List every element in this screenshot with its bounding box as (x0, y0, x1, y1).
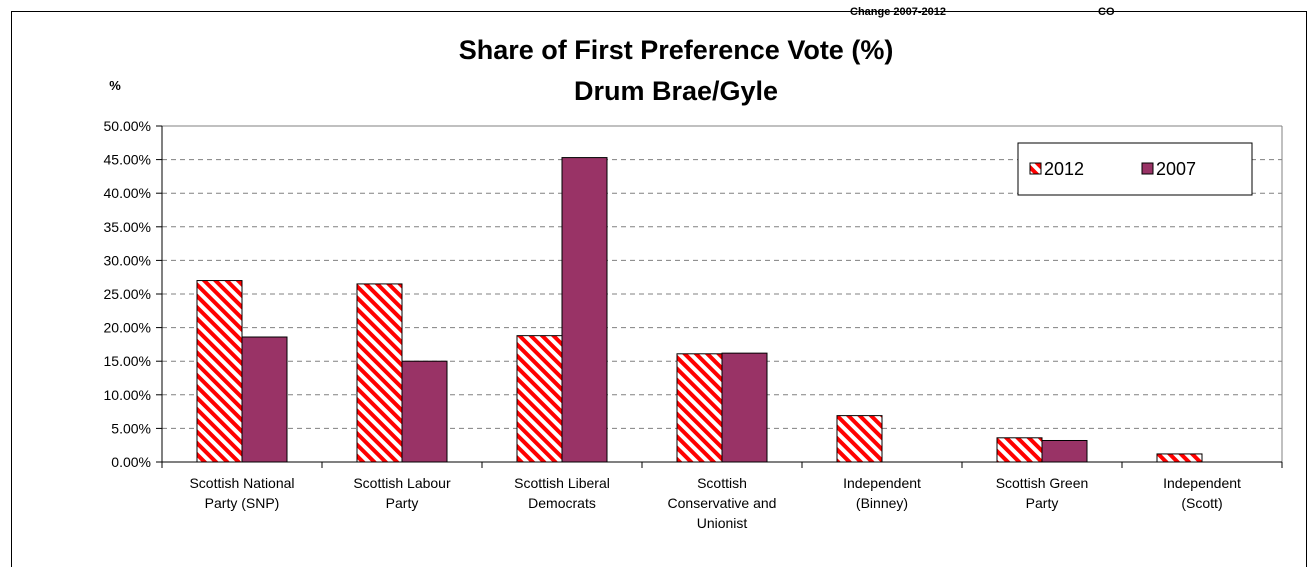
category-label: Scottish Labour Party (353, 475, 451, 511)
category-label-line: Independent (1163, 475, 1241, 491)
top-note: Change 2007-2012 CO (850, 6, 1115, 18)
category-label: Scottish National Party (SNP) (189, 475, 294, 511)
bar-2012 (1156, 453, 1203, 463)
y-tick-label: 30.00% (104, 252, 151, 268)
y-tick-labels: 0.00% 5.00% 10.00% 15.00% 20.00% 25.00% 30.00%… (104, 118, 151, 470)
category-label-line: Scottish Liberal (514, 475, 610, 491)
category-label: Scottish Liberal Democrats (514, 475, 610, 511)
bar-2012 (996, 437, 1043, 463)
category-label-line: Conservative and (668, 495, 777, 511)
category-label-line: Unionist (697, 515, 748, 531)
category-label-line: Scottish National (189, 475, 294, 491)
bar-2012 (196, 280, 243, 463)
y-tick-label: 0.00% (111, 454, 151, 470)
chart-title: Share of First Preference Vote (%) (459, 35, 894, 65)
category-label-line: (Binney) (856, 495, 908, 511)
bar-2007 (1041, 439, 1088, 463)
category-label: Scottish Green Party (996, 475, 1089, 511)
chart-subtitle: Drum Brae/Gyle (574, 76, 778, 106)
category-label-line: Democrats (528, 495, 596, 511)
category-label-line: Party (1026, 495, 1059, 511)
legend-label-2012: 2012 (1044, 159, 1084, 179)
bars (196, 157, 1203, 463)
bar-2007 (241, 336, 288, 463)
y-tick-label: 20.00% (104, 320, 151, 336)
y-tick-label: 5.00% (111, 420, 151, 436)
y-tick-label: 40.00% (104, 185, 151, 201)
bar-2012 (516, 335, 563, 463)
y-tick-label: 45.00% (104, 152, 151, 168)
legend: 2012 2007 (1017, 142, 1253, 196)
category-label-line: Party (386, 495, 419, 511)
legend-label-2007: 2007 (1156, 159, 1196, 179)
bar-chart: Share of First Preference Vote (%) Drum … (104, 35, 1283, 531)
top-note-value: CO (1098, 6, 1115, 18)
chart-frame: Change 2007-2012 CO Share of First Prefe… (11, 6, 1307, 567)
bar-2007 (401, 360, 448, 463)
y-tick-label: 15.00% (104, 353, 151, 369)
category-label-line: Party (SNP) (205, 495, 280, 511)
y-tick-label: 50.00% (104, 118, 151, 134)
bar-2012 (836, 415, 883, 463)
y-tick-label: 10.00% (104, 387, 151, 403)
legend-swatch-2012 (1029, 162, 1042, 175)
bar-2012 (676, 353, 723, 463)
bar-2007 (561, 157, 608, 463)
y-axis-label: % (109, 78, 121, 93)
y-tick-label: 25.00% (104, 286, 151, 302)
category-label-line: Scottish Labour (353, 475, 451, 491)
bar-2012 (356, 283, 403, 463)
axes (156, 125, 1283, 468)
category-label: Independent (Scott) (1163, 475, 1241, 511)
legend-swatch-2007 (1141, 162, 1154, 175)
category-label-line: (Scott) (1181, 495, 1222, 511)
category-label-line: Scottish (697, 475, 747, 491)
top-note-label: Change 2007-2012 (850, 6, 946, 18)
category-label: Scottish Conservative and Unionist (668, 475, 777, 531)
legend-box (1017, 142, 1253, 196)
category-label-line: Independent (843, 475, 921, 491)
category-label: Independent (Binney) (843, 475, 921, 511)
category-label-line: Scottish Green (996, 475, 1089, 491)
bar-2007 (721, 352, 768, 463)
category-labels: Scottish National Party (SNP) Scottish Lab… (189, 475, 1241, 531)
y-tick-label: 35.00% (104, 219, 151, 235)
